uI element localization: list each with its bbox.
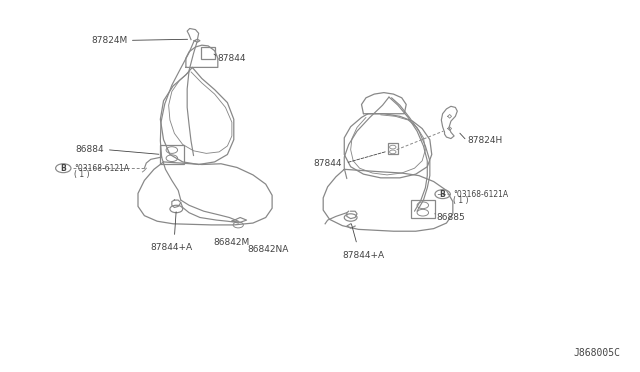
Text: 87824H: 87824H bbox=[467, 136, 502, 145]
Text: 87824M: 87824M bbox=[91, 36, 127, 45]
Text: 87844: 87844 bbox=[218, 54, 246, 63]
Text: ( 1 ): ( 1 ) bbox=[453, 196, 468, 205]
Text: 87844: 87844 bbox=[314, 158, 342, 167]
FancyBboxPatch shape bbox=[411, 200, 435, 218]
Text: 86885: 86885 bbox=[436, 213, 465, 222]
Text: J868005C: J868005C bbox=[573, 348, 620, 358]
Text: 86884: 86884 bbox=[76, 145, 104, 154]
Text: 87844+A: 87844+A bbox=[342, 251, 385, 260]
FancyBboxPatch shape bbox=[388, 143, 398, 154]
Text: B: B bbox=[440, 190, 445, 199]
Text: °03168-6121A: °03168-6121A bbox=[453, 190, 508, 199]
FancyBboxPatch shape bbox=[160, 145, 184, 164]
Text: B: B bbox=[60, 164, 66, 173]
Text: 87844+A: 87844+A bbox=[151, 243, 193, 253]
Text: 86842NA: 86842NA bbox=[247, 244, 289, 254]
Text: 86842M: 86842M bbox=[214, 238, 250, 247]
Text: °03168-6121A: °03168-6121A bbox=[74, 164, 129, 173]
FancyBboxPatch shape bbox=[200, 47, 214, 59]
Text: ( 1 ): ( 1 ) bbox=[74, 170, 90, 179]
